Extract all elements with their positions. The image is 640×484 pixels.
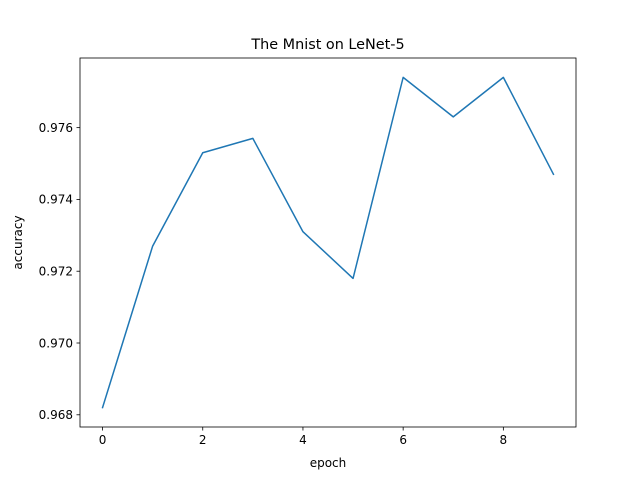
chart-marks bbox=[103, 77, 554, 407]
x-tick-label: 8 bbox=[500, 433, 508, 447]
y-tick-label: 0.970 bbox=[39, 336, 73, 350]
x-tick-label: 2 bbox=[199, 433, 207, 447]
y-tick-label: 0.976 bbox=[39, 121, 73, 135]
series-line-0 bbox=[103, 77, 554, 407]
y-tick-label: 0.972 bbox=[39, 265, 73, 279]
y-axis-label: accuracy bbox=[11, 215, 25, 269]
x-axis-label: epoch bbox=[310, 456, 347, 470]
chart-title: The Mnist on LeNet-5 bbox=[250, 37, 404, 53]
x-tick-label: 0 bbox=[99, 433, 107, 447]
y-axis-ticks: 0.968 0.970 0.972 0.974 0.976 bbox=[39, 121, 80, 422]
x-tick-label: 4 bbox=[299, 433, 307, 447]
x-tick-label: 6 bbox=[399, 433, 407, 447]
y-tick-label: 0.974 bbox=[39, 193, 73, 207]
y-tick-label: 0.968 bbox=[39, 408, 73, 422]
x-axis-ticks: 0 2 4 6 8 bbox=[99, 427, 507, 447]
